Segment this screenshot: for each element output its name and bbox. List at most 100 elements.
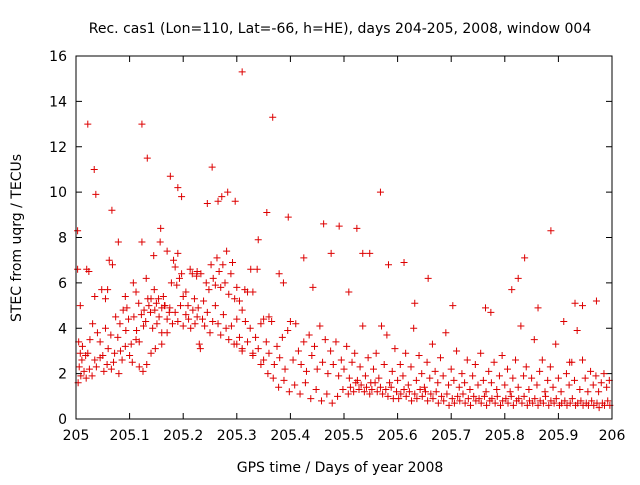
data-point bbox=[140, 306, 148, 314]
data-point bbox=[517, 322, 525, 330]
data-point bbox=[573, 327, 581, 335]
data-point bbox=[244, 338, 252, 346]
data-point bbox=[289, 356, 297, 364]
data-point bbox=[448, 395, 456, 403]
data-point bbox=[424, 397, 432, 405]
data-point bbox=[221, 279, 229, 287]
data-point bbox=[313, 365, 321, 373]
data-point bbox=[165, 308, 173, 316]
data-point bbox=[416, 386, 424, 394]
data-point bbox=[105, 256, 113, 264]
data-point bbox=[119, 306, 127, 314]
data-point bbox=[395, 395, 403, 403]
y-tick-label: 14 bbox=[49, 94, 67, 110]
data-point bbox=[579, 302, 587, 310]
data-point bbox=[276, 354, 284, 362]
data-point bbox=[488, 395, 496, 403]
x-tick-label: 205.2 bbox=[163, 428, 203, 444]
data-point bbox=[190, 295, 198, 303]
data-points bbox=[74, 68, 614, 412]
data-point bbox=[219, 261, 227, 269]
data-point bbox=[504, 399, 512, 407]
data-point bbox=[112, 313, 120, 321]
data-point bbox=[509, 401, 517, 409]
data-point bbox=[547, 227, 555, 235]
data-point bbox=[155, 295, 163, 303]
data-point bbox=[202, 279, 210, 287]
data-point bbox=[604, 397, 612, 405]
data-point bbox=[85, 268, 93, 276]
data-point bbox=[214, 320, 222, 328]
data-point bbox=[428, 340, 436, 348]
data-point bbox=[426, 374, 434, 382]
data-point bbox=[412, 376, 420, 384]
x-tick-label: 205.5 bbox=[324, 428, 364, 444]
data-point bbox=[203, 199, 211, 207]
data-point bbox=[491, 399, 499, 407]
data-point bbox=[151, 345, 159, 353]
data-point bbox=[123, 304, 131, 312]
data-point bbox=[195, 340, 203, 348]
data-point bbox=[369, 365, 377, 373]
data-point bbox=[213, 254, 221, 262]
data-point bbox=[530, 336, 538, 344]
data-point bbox=[378, 322, 386, 330]
plot-frame bbox=[75, 55, 613, 420]
data-point bbox=[498, 351, 506, 359]
data-point bbox=[376, 383, 384, 391]
data-point bbox=[147, 349, 155, 357]
data-point bbox=[443, 390, 451, 398]
data-point bbox=[514, 274, 522, 282]
data-point bbox=[209, 317, 217, 325]
data-point bbox=[182, 288, 190, 296]
data-point bbox=[355, 386, 363, 394]
data-point bbox=[307, 395, 315, 403]
data-point bbox=[311, 342, 319, 350]
axis-ticks: 205 205.1 205.2 205.3 205.4 205.5 205.6 205.7 20… bbox=[49, 49, 625, 444]
data-point bbox=[223, 247, 231, 255]
data-point bbox=[285, 388, 293, 396]
data-point bbox=[380, 361, 388, 369]
data-point bbox=[74, 227, 82, 235]
data-point bbox=[487, 308, 495, 316]
data-point bbox=[206, 329, 214, 337]
data-point bbox=[85, 365, 93, 373]
data-point bbox=[397, 390, 405, 398]
data-point bbox=[150, 286, 158, 294]
data-point bbox=[431, 367, 439, 375]
data-point bbox=[384, 392, 392, 400]
data-point bbox=[502, 395, 510, 403]
data-point bbox=[191, 320, 199, 328]
data-point bbox=[394, 376, 402, 384]
data-point bbox=[133, 327, 141, 335]
data-point bbox=[196, 345, 204, 353]
data-point bbox=[327, 347, 335, 355]
data-point bbox=[96, 354, 104, 362]
data-point bbox=[78, 356, 86, 364]
data-point bbox=[600, 370, 608, 378]
data-point bbox=[254, 345, 262, 353]
data-point bbox=[111, 349, 119, 357]
data-point bbox=[581, 374, 589, 382]
x-axis-label: GPS time / Days of year 2008 bbox=[237, 460, 444, 476]
data-point bbox=[215, 268, 223, 276]
data-point bbox=[268, 317, 276, 325]
data-point bbox=[130, 313, 138, 321]
data-point bbox=[483, 401, 491, 409]
data-point bbox=[455, 383, 463, 391]
data-point bbox=[501, 381, 509, 389]
data-point bbox=[597, 379, 605, 387]
data-point bbox=[319, 358, 327, 366]
data-point bbox=[217, 283, 225, 291]
data-point bbox=[595, 404, 603, 412]
data-point bbox=[301, 379, 309, 387]
data-point bbox=[135, 299, 143, 307]
x-tick-label: 205.3 bbox=[217, 428, 257, 444]
data-point bbox=[98, 286, 106, 294]
data-point bbox=[546, 363, 554, 371]
data-point bbox=[167, 279, 175, 287]
data-point bbox=[174, 249, 182, 257]
data-point bbox=[411, 390, 419, 398]
data-point bbox=[100, 367, 108, 375]
data-point bbox=[211, 281, 219, 289]
